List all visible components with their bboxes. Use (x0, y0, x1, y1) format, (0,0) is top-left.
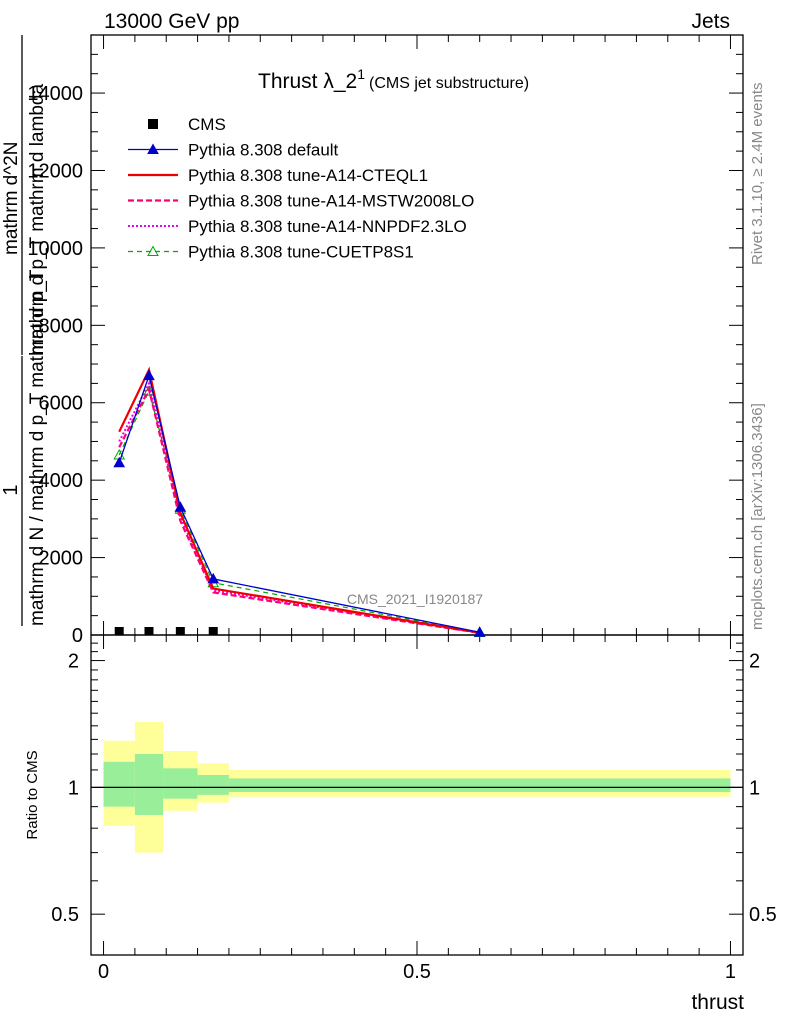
ratio-y-tick-label: 1 (68, 777, 79, 799)
y-tick-label: 14000 (27, 83, 83, 105)
default-marker (143, 369, 155, 381)
legend-label: Pythia 8.308 tune-A14-CTEQL1 (188, 166, 428, 185)
y-tick-label: 2000 (39, 548, 84, 570)
default-marker (174, 501, 187, 512)
default-marker (473, 626, 486, 637)
x-tick-label: 0.5 (403, 961, 431, 983)
ylabel-denominator: mathrm d p_T mathrm d lambda (27, 84, 48, 355)
analysis-watermark: CMS_2021_I1920187 (347, 591, 483, 607)
x-tick-label: 0 (98, 961, 109, 983)
ratio-y-tick-label: 0.5 (51, 904, 79, 926)
series-line-2 (118, 366, 480, 634)
default-marker (113, 456, 126, 468)
legend-label: Pythia 8.308 default (188, 141, 339, 160)
legend-label: Pythia 8.308 tune-A14-MSTW2008LO (188, 192, 474, 211)
default-marker (207, 572, 220, 584)
legend: CMS Pythia 8.308 default Pythia 8.308 tune… (128, 115, 474, 262)
plot-title: Thrust λ_21(CMS jet substructure) (258, 66, 529, 93)
ratio-inner-band (197, 774, 229, 795)
y-tick-label: 6000 (39, 393, 84, 415)
legend-label: Pythia 8.308 tune-CUETP8S1 (188, 243, 414, 262)
y-tick-label: 0 (72, 625, 83, 647)
ratio-y-tick-label-right: 2 (749, 651, 760, 673)
header-energy: 13000 GeV pp (104, 10, 239, 33)
legend-marker-default (147, 143, 159, 154)
legend-marker-cuetp8s1 (147, 245, 159, 256)
cms-data-point (208, 627, 218, 635)
series-line-4 (118, 380, 480, 634)
ratio-inner-band (134, 754, 164, 815)
y-tick-label: 12000 (27, 160, 83, 182)
y-tick-label: 8000 (39, 315, 84, 337)
x-tick-label: 1 (725, 961, 736, 983)
ratio-y-tick-label-right: 1 (749, 777, 760, 799)
xlabel: thrust (691, 991, 744, 1014)
legend-label: Pythia 8.308 tune-A14-NNPDF2.3LO (188, 217, 467, 236)
cms-data-point (144, 627, 154, 635)
mcplots-label: mcplots.cern.ch [arXiv:1306.3436] (749, 403, 766, 630)
main-series (113, 366, 486, 637)
cms-data-point (175, 627, 185, 635)
ratio-axis-ticks: 0.5 0.5 1 1 2 2 0 0.5 1 (51, 635, 777, 983)
main-axis-ticks: 0 2000 4000 6000 8000 10000 12000 14000 (27, 34, 743, 647)
series-line-3 (118, 386, 480, 634)
y-tick-label: 10000 (27, 238, 83, 260)
ratio-inner-band (228, 778, 731, 793)
ylabel-frac-one: 1 (0, 484, 22, 495)
legend-marker-cms (148, 119, 158, 129)
ratio-y-tick-label-right: 0.5 (749, 904, 777, 926)
ratio-y-tick-label: 2 (68, 651, 79, 673)
ylabel-numerator: mathrm d^2N (1, 142, 22, 255)
ylabel-ratio: Ratio to CMS (24, 750, 41, 839)
rivet-label: Rivet 3.1.10, ≥ 2.4M events (749, 83, 766, 266)
y-tick-label: 4000 (39, 470, 84, 492)
ylabel-main-denominator: mathrm d N / mathrm d p_T mathrm d p_T (27, 269, 48, 626)
ratio-inner-band (103, 761, 135, 807)
ratio-inner-band (163, 768, 198, 799)
cms-data-point (114, 627, 124, 635)
legend-label: CMS (188, 115, 226, 134)
header-jets: Jets (691, 10, 730, 33)
